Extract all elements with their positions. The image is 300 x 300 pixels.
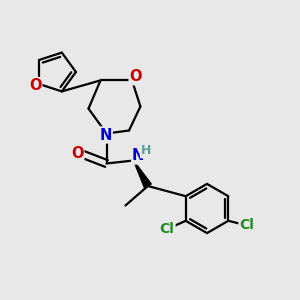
Text: O: O: [29, 78, 41, 93]
Polygon shape: [134, 160, 151, 188]
Text: O: O: [130, 69, 142, 84]
Text: N: N: [99, 128, 112, 142]
Text: N: N: [132, 148, 145, 164]
Text: H: H: [141, 144, 151, 158]
Text: Cl: Cl: [239, 218, 254, 232]
Text: O: O: [71, 146, 83, 161]
Text: Cl: Cl: [160, 222, 175, 236]
